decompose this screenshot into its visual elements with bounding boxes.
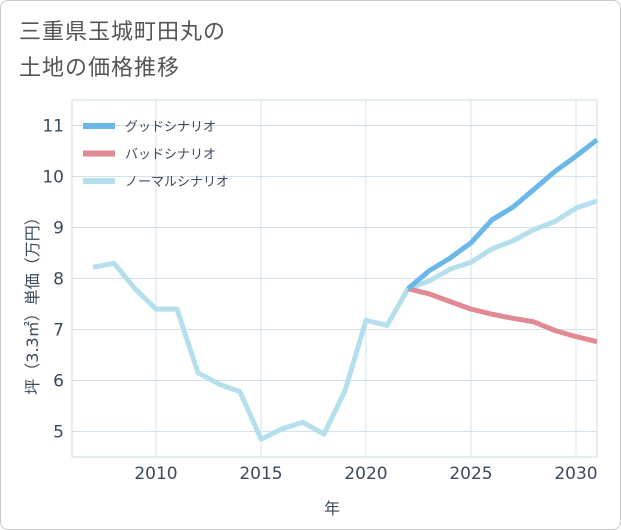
x-tick-label: 2010 (134, 464, 177, 484)
x-axis-title: 年 (324, 499, 340, 518)
series-line-2 (92, 198, 598, 442)
x-tick-label: 2020 (344, 464, 387, 484)
grid (71, 99, 598, 458)
x-tick-label: 2030 (554, 464, 597, 484)
y-tick-label: 5 (53, 423, 64, 443)
x-tick-label: 2025 (449, 464, 492, 484)
y-tick-label: 11 (42, 117, 64, 137)
series-lines (92, 137, 599, 442)
y-tick-label: 7 (53, 321, 64, 341)
axes: 2010 2015 2020 2025 2030 5 6 7 8 9 10 11 (42, 117, 597, 485)
chart-title-line-1: 三重県玉城町田丸の (19, 20, 227, 45)
legend-label: ノーマルシナリオ (125, 175, 229, 190)
y-axis-title: 坪（3.3㎡）単価（万円） (23, 209, 42, 394)
y-tick-label: 8 (53, 270, 64, 290)
chart-title-line-2: 土地の価格推移 (19, 56, 181, 81)
legend-label: グッドシナリオ (125, 120, 216, 135)
legend-label: バッドシナリオ (125, 148, 216, 163)
y-tick-label: 6 (53, 372, 64, 392)
y-tick-label: 9 (53, 219, 64, 239)
chart-title: 三重県玉城町田丸の 土地の価格推移 (19, 15, 226, 87)
y-tick-label: 10 (42, 168, 64, 188)
series-line-0 (406, 137, 599, 291)
series-line-1 (407, 286, 598, 345)
x-tick-label: 2015 (239, 464, 282, 484)
